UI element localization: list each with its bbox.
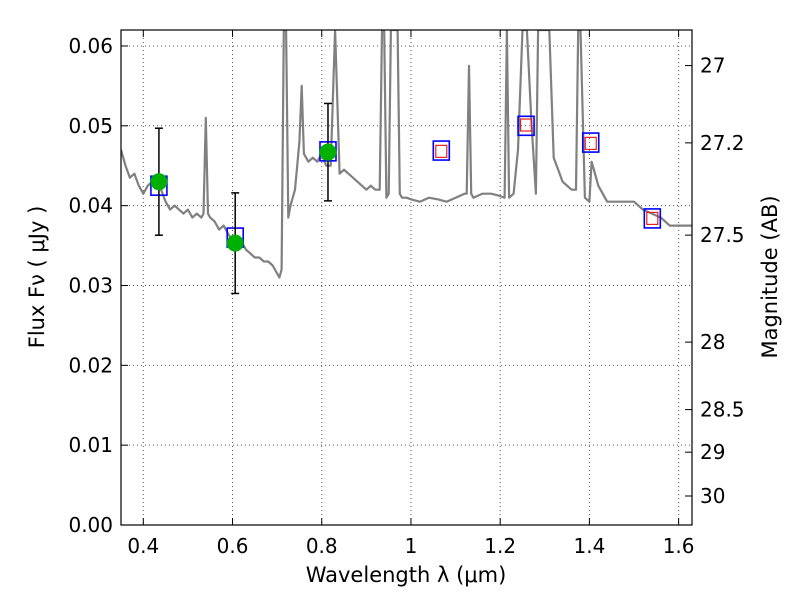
observed-photometry-point	[150, 173, 168, 191]
y-tick-label: 0.05	[68, 114, 113, 138]
x-tick-label: 0.4	[127, 534, 159, 558]
y-tick-label: 0.02	[68, 353, 113, 377]
model-photometry-point	[581, 132, 600, 153]
synthetic-photometry-point	[519, 118, 533, 132]
x-axis-label: Wavelength λ (μm)	[306, 563, 507, 587]
grid-lines	[121, 30, 692, 525]
magnitude-tick-label: 29	[700, 440, 725, 464]
y-tick-label: 0.06	[68, 34, 113, 58]
x-tick-label: 1.6	[663, 534, 695, 558]
y-tick-label: 0.01	[68, 433, 113, 457]
x-tick-label: 1	[405, 534, 418, 558]
magnitude-tick-label: 27	[700, 54, 725, 78]
observed-photometry-point	[226, 234, 244, 252]
model-photometry-point	[517, 115, 535, 137]
observed-photometry-point	[319, 143, 337, 161]
plot-area	[121, 30, 692, 295]
magnitude-tick-label: 27.2	[700, 131, 745, 155]
x-tick-label: 1.4	[573, 534, 605, 558]
x-tick-label: 0.8	[306, 534, 338, 558]
synthetic-photometry-point	[435, 144, 448, 158]
magnitude-tick-label: 30	[700, 484, 725, 508]
magnitude-tick-label: 28.5	[700, 398, 745, 422]
plot-frame	[120, 29, 693, 526]
axis-ticks: 0.4 0.6 0.8 1 1.2 1.4 1.6 0.00 0.01 0.02 0.03 0.04 0…	[68, 30, 745, 558]
magnitude-axis-label: Magnitude (AB)	[758, 195, 782, 358]
x-tick-label: 1.2	[484, 534, 516, 558]
magnitude-tick-label: 28	[700, 330, 725, 354]
y-axis-label: Flux Fν ( μJy )	[25, 206, 49, 349]
magnitude-tick-label: 27.5	[700, 223, 745, 247]
y-tick-label: 0.03	[68, 273, 113, 297]
x-tick-label: 0.6	[217, 534, 249, 558]
model-spectrum-line	[121, 30, 692, 279]
y-tick-label: 0.00	[68, 513, 113, 537]
model-photometry-point	[432, 140, 451, 161]
synthetic-photometry-point	[584, 136, 597, 150]
synthetic-photometry-point	[646, 211, 659, 226]
model-photometry-point	[643, 208, 662, 229]
y-tick-label: 0.04	[68, 194, 113, 218]
